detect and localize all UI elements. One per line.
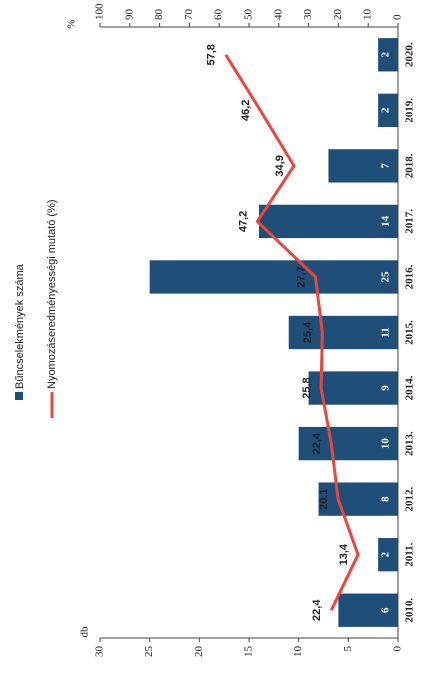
x-tick-label: 2013.	[404, 431, 416, 456]
y-tick-label: 15	[243, 646, 255, 658]
line-value-label: 22,4	[311, 599, 323, 621]
x-tick-label: 2019.	[404, 98, 416, 123]
bar	[378, 38, 398, 72]
bar-value-label: 8	[380, 496, 392, 502]
y2-tick-label: 20	[332, 9, 344, 21]
line-value-label: 57,8	[206, 44, 218, 65]
bar-value-label: 2	[380, 107, 392, 113]
x-tick-label: 2017.	[404, 209, 416, 234]
x-tick-label: 2018.	[404, 153, 416, 178]
y2-tick-label: 0	[392, 14, 404, 20]
y2-tick-label: 80	[153, 9, 165, 21]
bar	[308, 371, 399, 405]
bar	[378, 93, 398, 127]
line-value-label: 22,4	[311, 432, 323, 454]
bar-value-label: 9	[380, 385, 392, 391]
bar-value-label: 6	[380, 607, 392, 613]
y-tick-label: 30	[94, 646, 106, 658]
bar	[149, 260, 398, 294]
line-value-label: 34,9	[274, 155, 286, 176]
legend-swatch	[15, 392, 23, 400]
x-tick-label: 2012.	[404, 487, 416, 512]
y-tick-label: 5	[342, 646, 354, 652]
x-tick-label: 2010.	[404, 598, 416, 623]
legend-label: Nyomozáseredményességi mutató (%)	[46, 199, 58, 389]
line	[224, 53, 360, 611]
line-value-label: 27,7	[295, 266, 307, 287]
line-value-label: 20.1	[318, 488, 330, 509]
legend-label: Bűncselekmények száma	[14, 263, 26, 389]
x-tick-label: 2014.	[404, 375, 416, 400]
y2-tick-label: 70	[183, 9, 195, 21]
y2-tick-label: 90	[123, 9, 135, 21]
y2-axis-title: %	[66, 19, 78, 28]
bar	[298, 426, 398, 461]
line-value-label: 13,4	[338, 543, 350, 565]
bar	[378, 538, 398, 572]
y2-tick-label: 100	[94, 3, 106, 20]
bar	[288, 315, 399, 350]
y2-tick-label: 10	[362, 9, 374, 21]
x-tick-label: 2016.	[404, 264, 416, 289]
y-tick-label: 10	[292, 646, 304, 658]
bar-value-label: 10	[380, 438, 392, 450]
bar-value-label: 2	[380, 52, 392, 58]
rotated-chart: 0 5 10 15 20 25 30 0 10 20 30 40 50 60 70 80 90 100 db% Bűn…	[14, 3, 416, 657]
bar	[328, 149, 399, 183]
line-value-label: 25,8	[301, 377, 313, 398]
bar-value-label: 14	[380, 215, 392, 227]
x-tick-label: 2015.	[404, 320, 416, 345]
bar	[338, 593, 398, 627]
y-tick-label: 0	[392, 646, 404, 652]
y-tick-label: 20	[193, 646, 205, 658]
bar-value-label: 11	[380, 327, 392, 337]
y2-tick-label: 40	[272, 9, 284, 21]
y-axis-title: db	[79, 626, 91, 638]
bar-value-label: 7	[380, 163, 392, 169]
line-value-label: 46,2	[240, 100, 252, 121]
x-tick-label: 2011.	[404, 542, 416, 566]
line-value-label: 47,2	[237, 211, 249, 232]
y2-tick-label: 60	[213, 9, 225, 21]
bar	[258, 204, 398, 239]
bar-value-label: 25	[380, 271, 392, 283]
bar-value-label: 2	[380, 551, 392, 557]
line-value-label: 25,4	[302, 321, 314, 343]
x-tick-label: 2020.	[404, 42, 416, 67]
y-tick-label: 25	[143, 646, 155, 658]
y2-tick-label: 50	[243, 9, 255, 21]
y2-tick-label: 30	[302, 9, 314, 21]
